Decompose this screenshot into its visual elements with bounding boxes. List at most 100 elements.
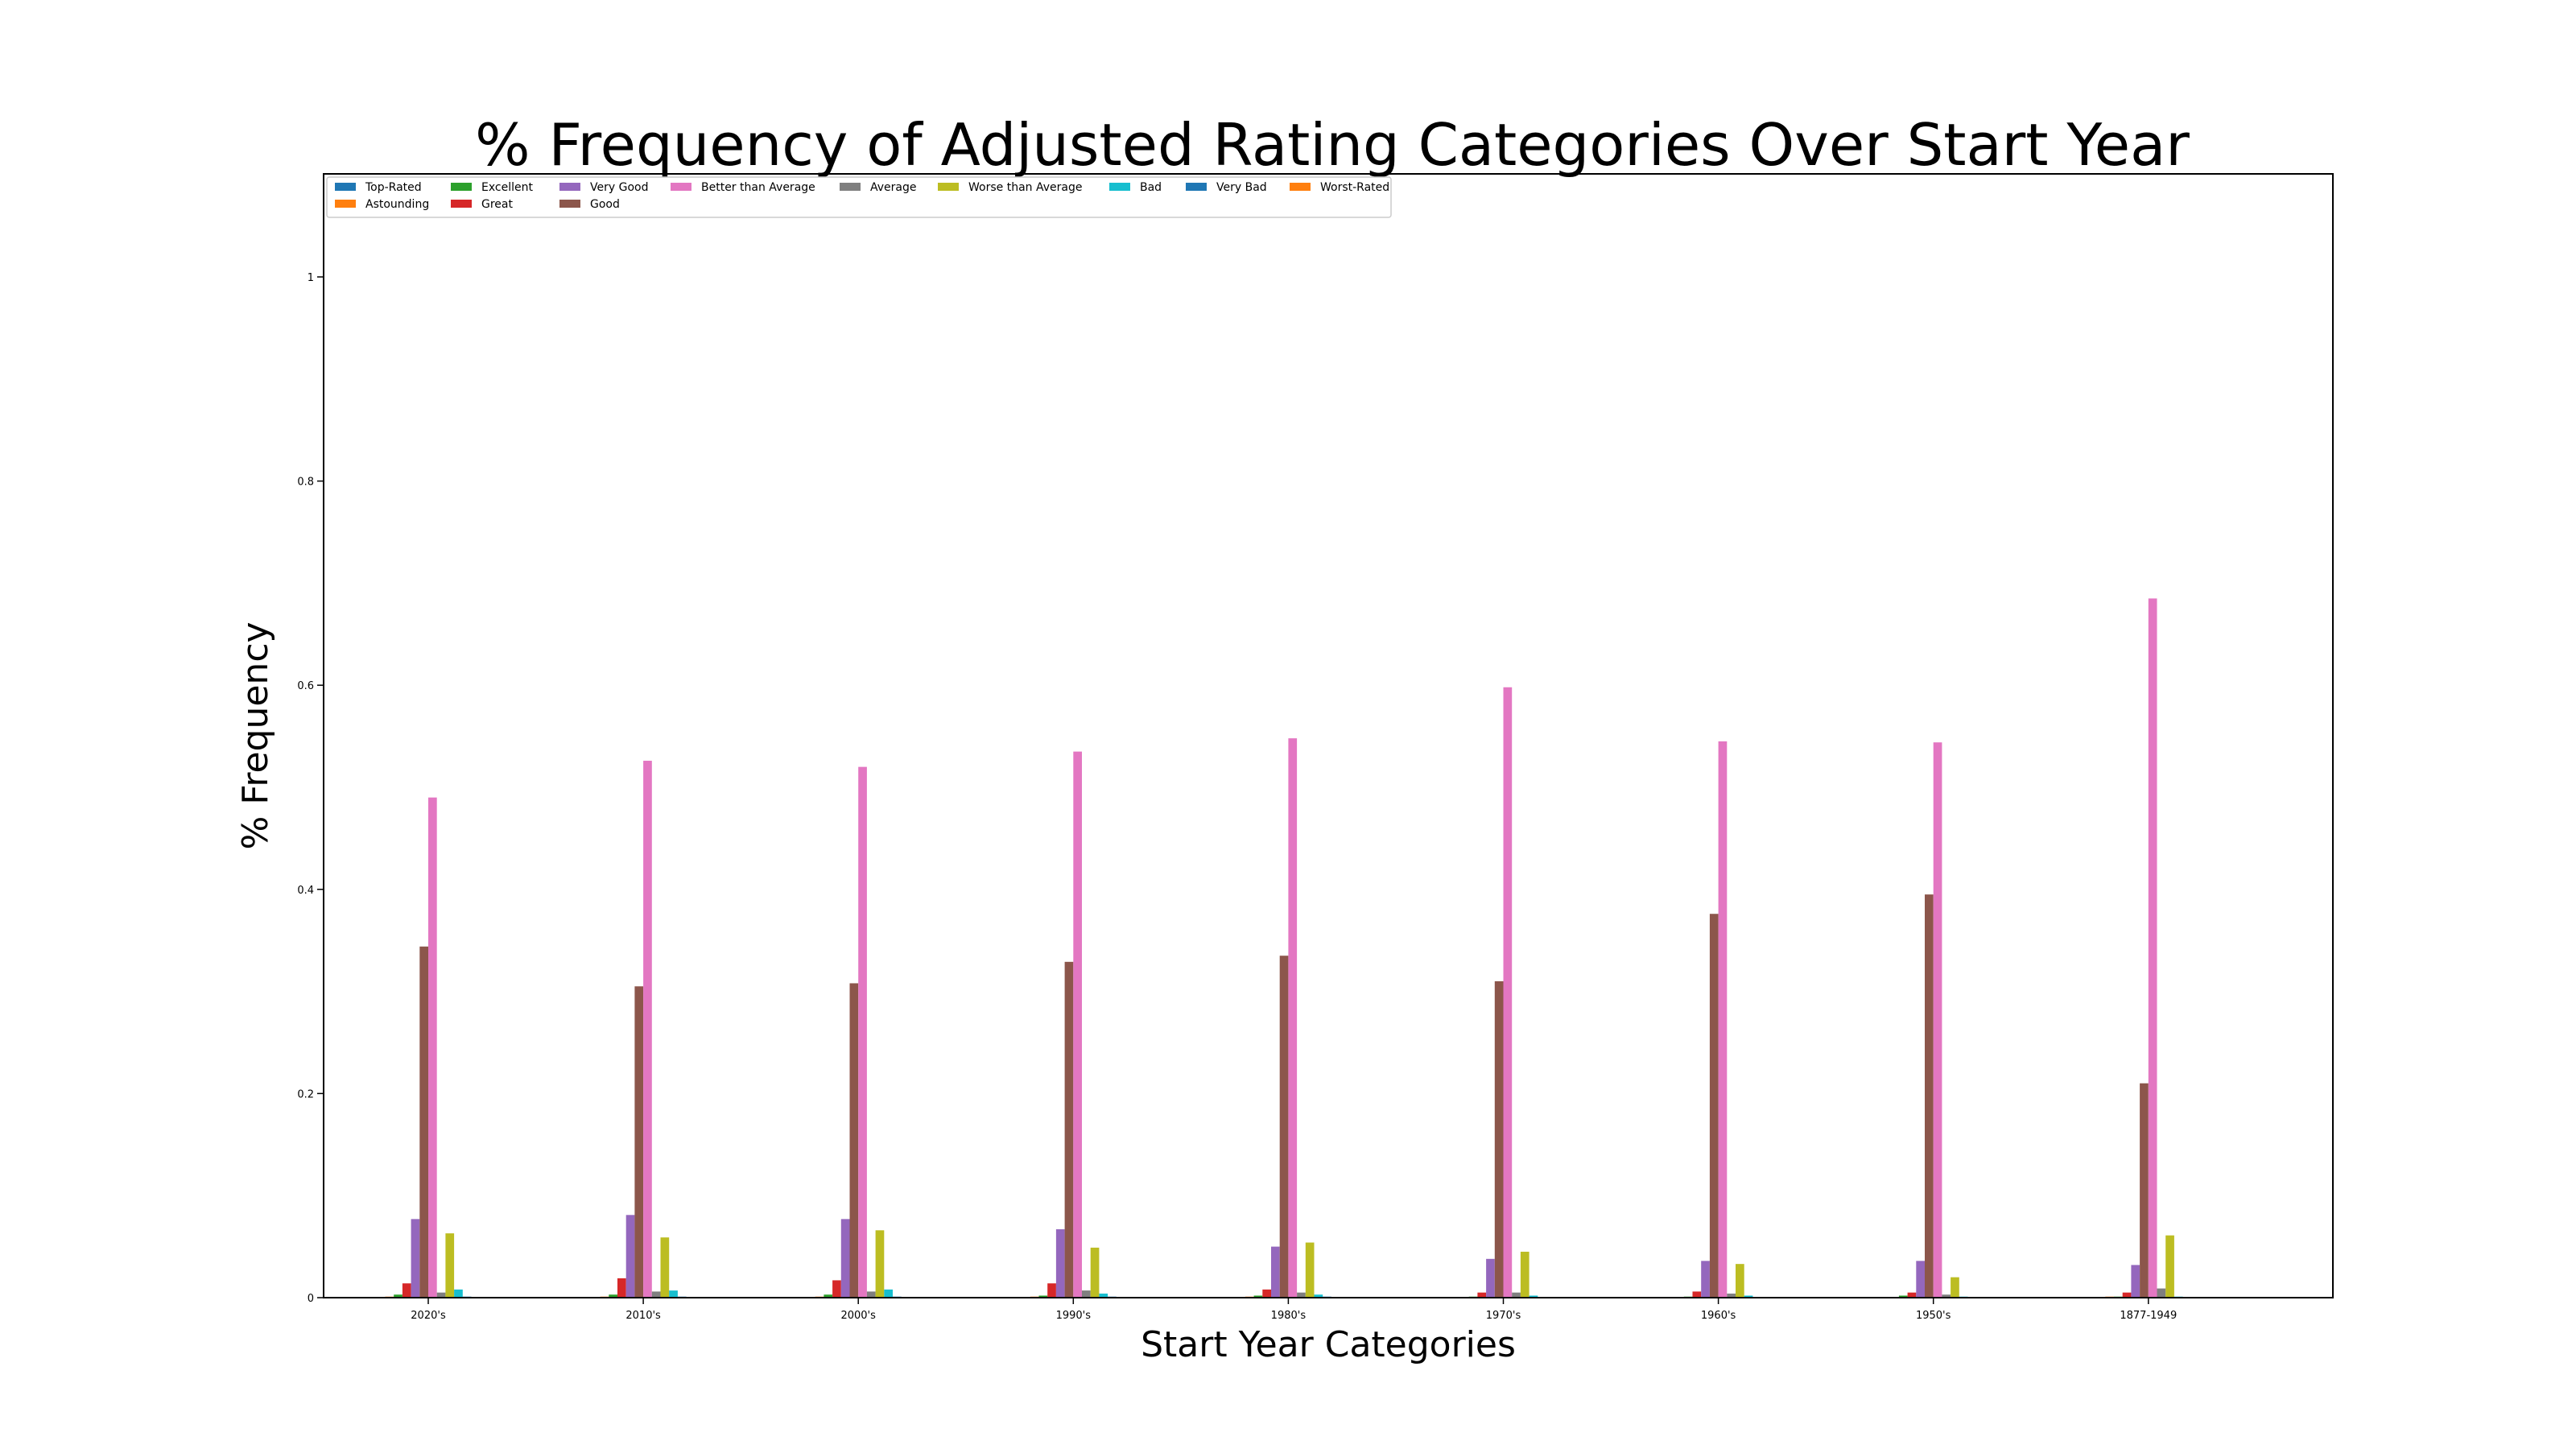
bar (1933, 742, 1942, 1298)
bar (625, 1215, 635, 1298)
bar (1925, 894, 1934, 1298)
bar (824, 1294, 833, 1298)
legend-items: Top-Rated Astounding Excellent Great Very Go… (335, 181, 1389, 211)
y-tick-label: 0.4 (297, 885, 314, 897)
legend-swatch (840, 183, 861, 191)
x-tick-label: 2010's (625, 1310, 661, 1322)
bar (2165, 1235, 2174, 1298)
bar (1038, 1295, 1048, 1298)
bar (1709, 914, 1719, 1298)
legend-label: Excellent (481, 181, 533, 194)
y-tick-label: 0 (308, 1293, 314, 1305)
bar (643, 761, 652, 1298)
legend-label: Better than Average (701, 181, 815, 194)
bar (1090, 1247, 1100, 1298)
bar (2122, 1292, 2132, 1298)
legend-swatch (335, 200, 356, 208)
legend-swatch (1290, 183, 1311, 191)
bar (849, 983, 859, 1298)
x-tick-label: 2000's (840, 1310, 876, 1322)
bar (1942, 1294, 1951, 1298)
bar (2140, 1083, 2149, 1298)
bar (1305, 1242, 1315, 1298)
legend-swatch (335, 183, 356, 191)
legend-swatch (1186, 183, 1207, 191)
legend-label: Astounding (365, 198, 429, 211)
x-tick-label: 2020's (411, 1310, 446, 1322)
x-tick-label: 1877-1949 (2120, 1310, 2177, 1322)
bar (669, 1290, 678, 1298)
bar (411, 1219, 420, 1298)
bar (1297, 1292, 1306, 1298)
legend-swatch (671, 183, 691, 191)
bar (1951, 1277, 1959, 1298)
legend-swatch (451, 200, 472, 208)
legend-label: Very Good (590, 181, 648, 194)
x-tick-label: 1950's (1916, 1310, 1951, 1322)
legend-swatch (559, 200, 580, 208)
bar (2157, 1288, 2166, 1298)
bar (436, 1292, 446, 1298)
y-tick-label: 0.8 (297, 477, 314, 489)
y-tick-label: 0.6 (297, 680, 314, 692)
bar (634, 986, 644, 1298)
bar (1727, 1293, 1736, 1298)
bar (1279, 956, 1289, 1298)
legend-label: Great (481, 198, 513, 211)
bar (394, 1294, 402, 1298)
bar (2148, 598, 2157, 1298)
bar (1898, 1295, 1908, 1298)
bar (1916, 1261, 1925, 1298)
x-axis-ticks: 2020's 2010's 2000's 1990's 1980's 1970's 1960… (411, 1298, 2177, 1322)
bar (884, 1289, 893, 1298)
bar (832, 1280, 841, 1298)
legend: Top-Rated Astounding Excellent Great Very Go… (326, 176, 1392, 218)
bar (1047, 1283, 1056, 1298)
legend-swatch (559, 183, 580, 191)
bar (1494, 980, 1504, 1298)
bar (651, 1291, 661, 1298)
legend-swatch (1109, 183, 1130, 191)
bar (617, 1278, 626, 1298)
bar (1477, 1292, 1487, 1298)
y-axis-ticks: 0 0.2 0.4 0.6 0.8 1 (297, 272, 324, 1305)
bar (1082, 1290, 1091, 1298)
bar (1692, 1291, 1702, 1298)
legend-swatch (938, 183, 959, 191)
legend-label: Very Bad (1216, 181, 1267, 194)
bar (1520, 1251, 1530, 1298)
x-tick-label: 1960's (1701, 1310, 1736, 1322)
bar (1512, 1292, 1521, 1298)
bar (858, 766, 867, 1298)
bar (840, 1219, 850, 1298)
x-axis-label: Start Year Categories (1141, 1324, 1516, 1365)
bar (1271, 1246, 1280, 1298)
bar (402, 1283, 411, 1298)
bar (419, 946, 428, 1298)
bar (866, 1291, 876, 1298)
legend-label: Worse than Average (968, 181, 1082, 194)
bar (1262, 1289, 1271, 1298)
bar (875, 1230, 885, 1298)
bar (1907, 1292, 1917, 1298)
bars-layer (385, 598, 2183, 1298)
legend-label: Top-Rated (365, 181, 422, 194)
y-tick-label: 1 (308, 272, 314, 284)
legend-label: Good (590, 198, 620, 211)
legend-label: Bad (1140, 181, 1162, 194)
bar (1529, 1295, 1538, 1298)
bar (1701, 1261, 1710, 1298)
x-tick-label: 1980's (1271, 1310, 1307, 1322)
chart-title: % Frequency of Adjusted Rating Categorie… (475, 111, 2190, 179)
bar (1099, 1293, 1108, 1298)
bar (2131, 1265, 2140, 1298)
bar (609, 1294, 617, 1298)
bar (660, 1237, 670, 1298)
bar (1744, 1295, 1753, 1298)
bar (1288, 738, 1298, 1298)
y-tick-label: 0.2 (297, 1088, 314, 1100)
bar (1253, 1295, 1263, 1298)
x-tick-label: 1970's (1486, 1310, 1521, 1322)
bar (1486, 1258, 1495, 1298)
legend-swatch (451, 183, 472, 191)
